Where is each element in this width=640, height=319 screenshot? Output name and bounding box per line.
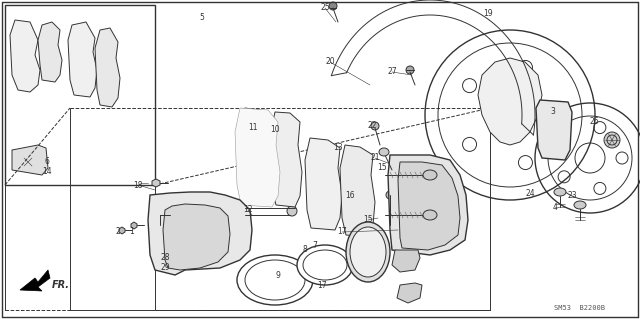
Text: 16: 16 bbox=[345, 191, 355, 201]
Polygon shape bbox=[536, 100, 572, 160]
Text: 17: 17 bbox=[317, 281, 327, 291]
Text: 24: 24 bbox=[525, 189, 535, 198]
Text: 14: 14 bbox=[42, 167, 52, 176]
Text: 8: 8 bbox=[303, 246, 307, 255]
Ellipse shape bbox=[423, 210, 437, 220]
Text: 11: 11 bbox=[248, 123, 258, 132]
Circle shape bbox=[406, 66, 414, 74]
Text: 13: 13 bbox=[333, 144, 343, 152]
Ellipse shape bbox=[346, 222, 390, 282]
Polygon shape bbox=[20, 270, 50, 291]
Polygon shape bbox=[478, 58, 542, 145]
Circle shape bbox=[604, 132, 620, 148]
Text: 4: 4 bbox=[552, 204, 557, 212]
Text: 28: 28 bbox=[160, 253, 170, 262]
Polygon shape bbox=[131, 222, 137, 229]
Ellipse shape bbox=[574, 201, 586, 209]
Polygon shape bbox=[152, 179, 160, 187]
Polygon shape bbox=[235, 108, 280, 207]
Circle shape bbox=[287, 206, 297, 216]
Text: 15: 15 bbox=[377, 164, 387, 173]
Circle shape bbox=[329, 2, 337, 10]
Text: 12: 12 bbox=[243, 205, 253, 214]
Polygon shape bbox=[148, 192, 252, 275]
Polygon shape bbox=[240, 108, 272, 202]
Text: 26: 26 bbox=[589, 117, 599, 127]
Text: 25: 25 bbox=[320, 4, 330, 12]
Text: 10: 10 bbox=[270, 125, 280, 135]
Polygon shape bbox=[95, 28, 120, 107]
Ellipse shape bbox=[245, 260, 305, 300]
Text: 2: 2 bbox=[116, 227, 120, 236]
Polygon shape bbox=[68, 22, 97, 97]
Text: 19: 19 bbox=[483, 10, 493, 19]
Circle shape bbox=[386, 191, 394, 199]
Text: 3: 3 bbox=[550, 108, 556, 116]
Polygon shape bbox=[398, 162, 460, 250]
Text: 15: 15 bbox=[363, 216, 373, 225]
Text: 21: 21 bbox=[371, 153, 380, 162]
Polygon shape bbox=[10, 20, 40, 92]
Polygon shape bbox=[119, 227, 125, 234]
Polygon shape bbox=[38, 22, 62, 82]
Circle shape bbox=[371, 122, 379, 130]
Text: 20: 20 bbox=[325, 57, 335, 66]
Polygon shape bbox=[340, 145, 375, 237]
Polygon shape bbox=[163, 204, 230, 270]
Text: 22: 22 bbox=[367, 121, 377, 130]
Ellipse shape bbox=[237, 255, 313, 305]
Text: 17: 17 bbox=[337, 227, 347, 236]
Text: 29: 29 bbox=[160, 263, 170, 271]
Circle shape bbox=[23, 157, 33, 167]
Text: SM53  B2200B: SM53 B2200B bbox=[554, 305, 605, 311]
Text: 9: 9 bbox=[276, 271, 280, 279]
Polygon shape bbox=[12, 145, 48, 175]
Polygon shape bbox=[270, 112, 302, 207]
Ellipse shape bbox=[297, 245, 353, 285]
Ellipse shape bbox=[350, 227, 386, 277]
Polygon shape bbox=[388, 155, 468, 255]
Polygon shape bbox=[5, 5, 155, 185]
Text: 23: 23 bbox=[567, 191, 577, 201]
Text: 6: 6 bbox=[45, 158, 49, 167]
Ellipse shape bbox=[379, 148, 389, 156]
Text: 1: 1 bbox=[130, 227, 134, 236]
Ellipse shape bbox=[303, 250, 347, 280]
Polygon shape bbox=[305, 138, 342, 230]
Ellipse shape bbox=[423, 170, 437, 180]
Polygon shape bbox=[397, 283, 422, 303]
Text: 7: 7 bbox=[312, 241, 317, 249]
Ellipse shape bbox=[554, 188, 566, 196]
Text: FR.: FR. bbox=[52, 280, 70, 290]
Polygon shape bbox=[392, 250, 420, 272]
Text: 27: 27 bbox=[387, 68, 397, 77]
Text: 5: 5 bbox=[200, 13, 204, 23]
Text: 18: 18 bbox=[133, 181, 143, 189]
